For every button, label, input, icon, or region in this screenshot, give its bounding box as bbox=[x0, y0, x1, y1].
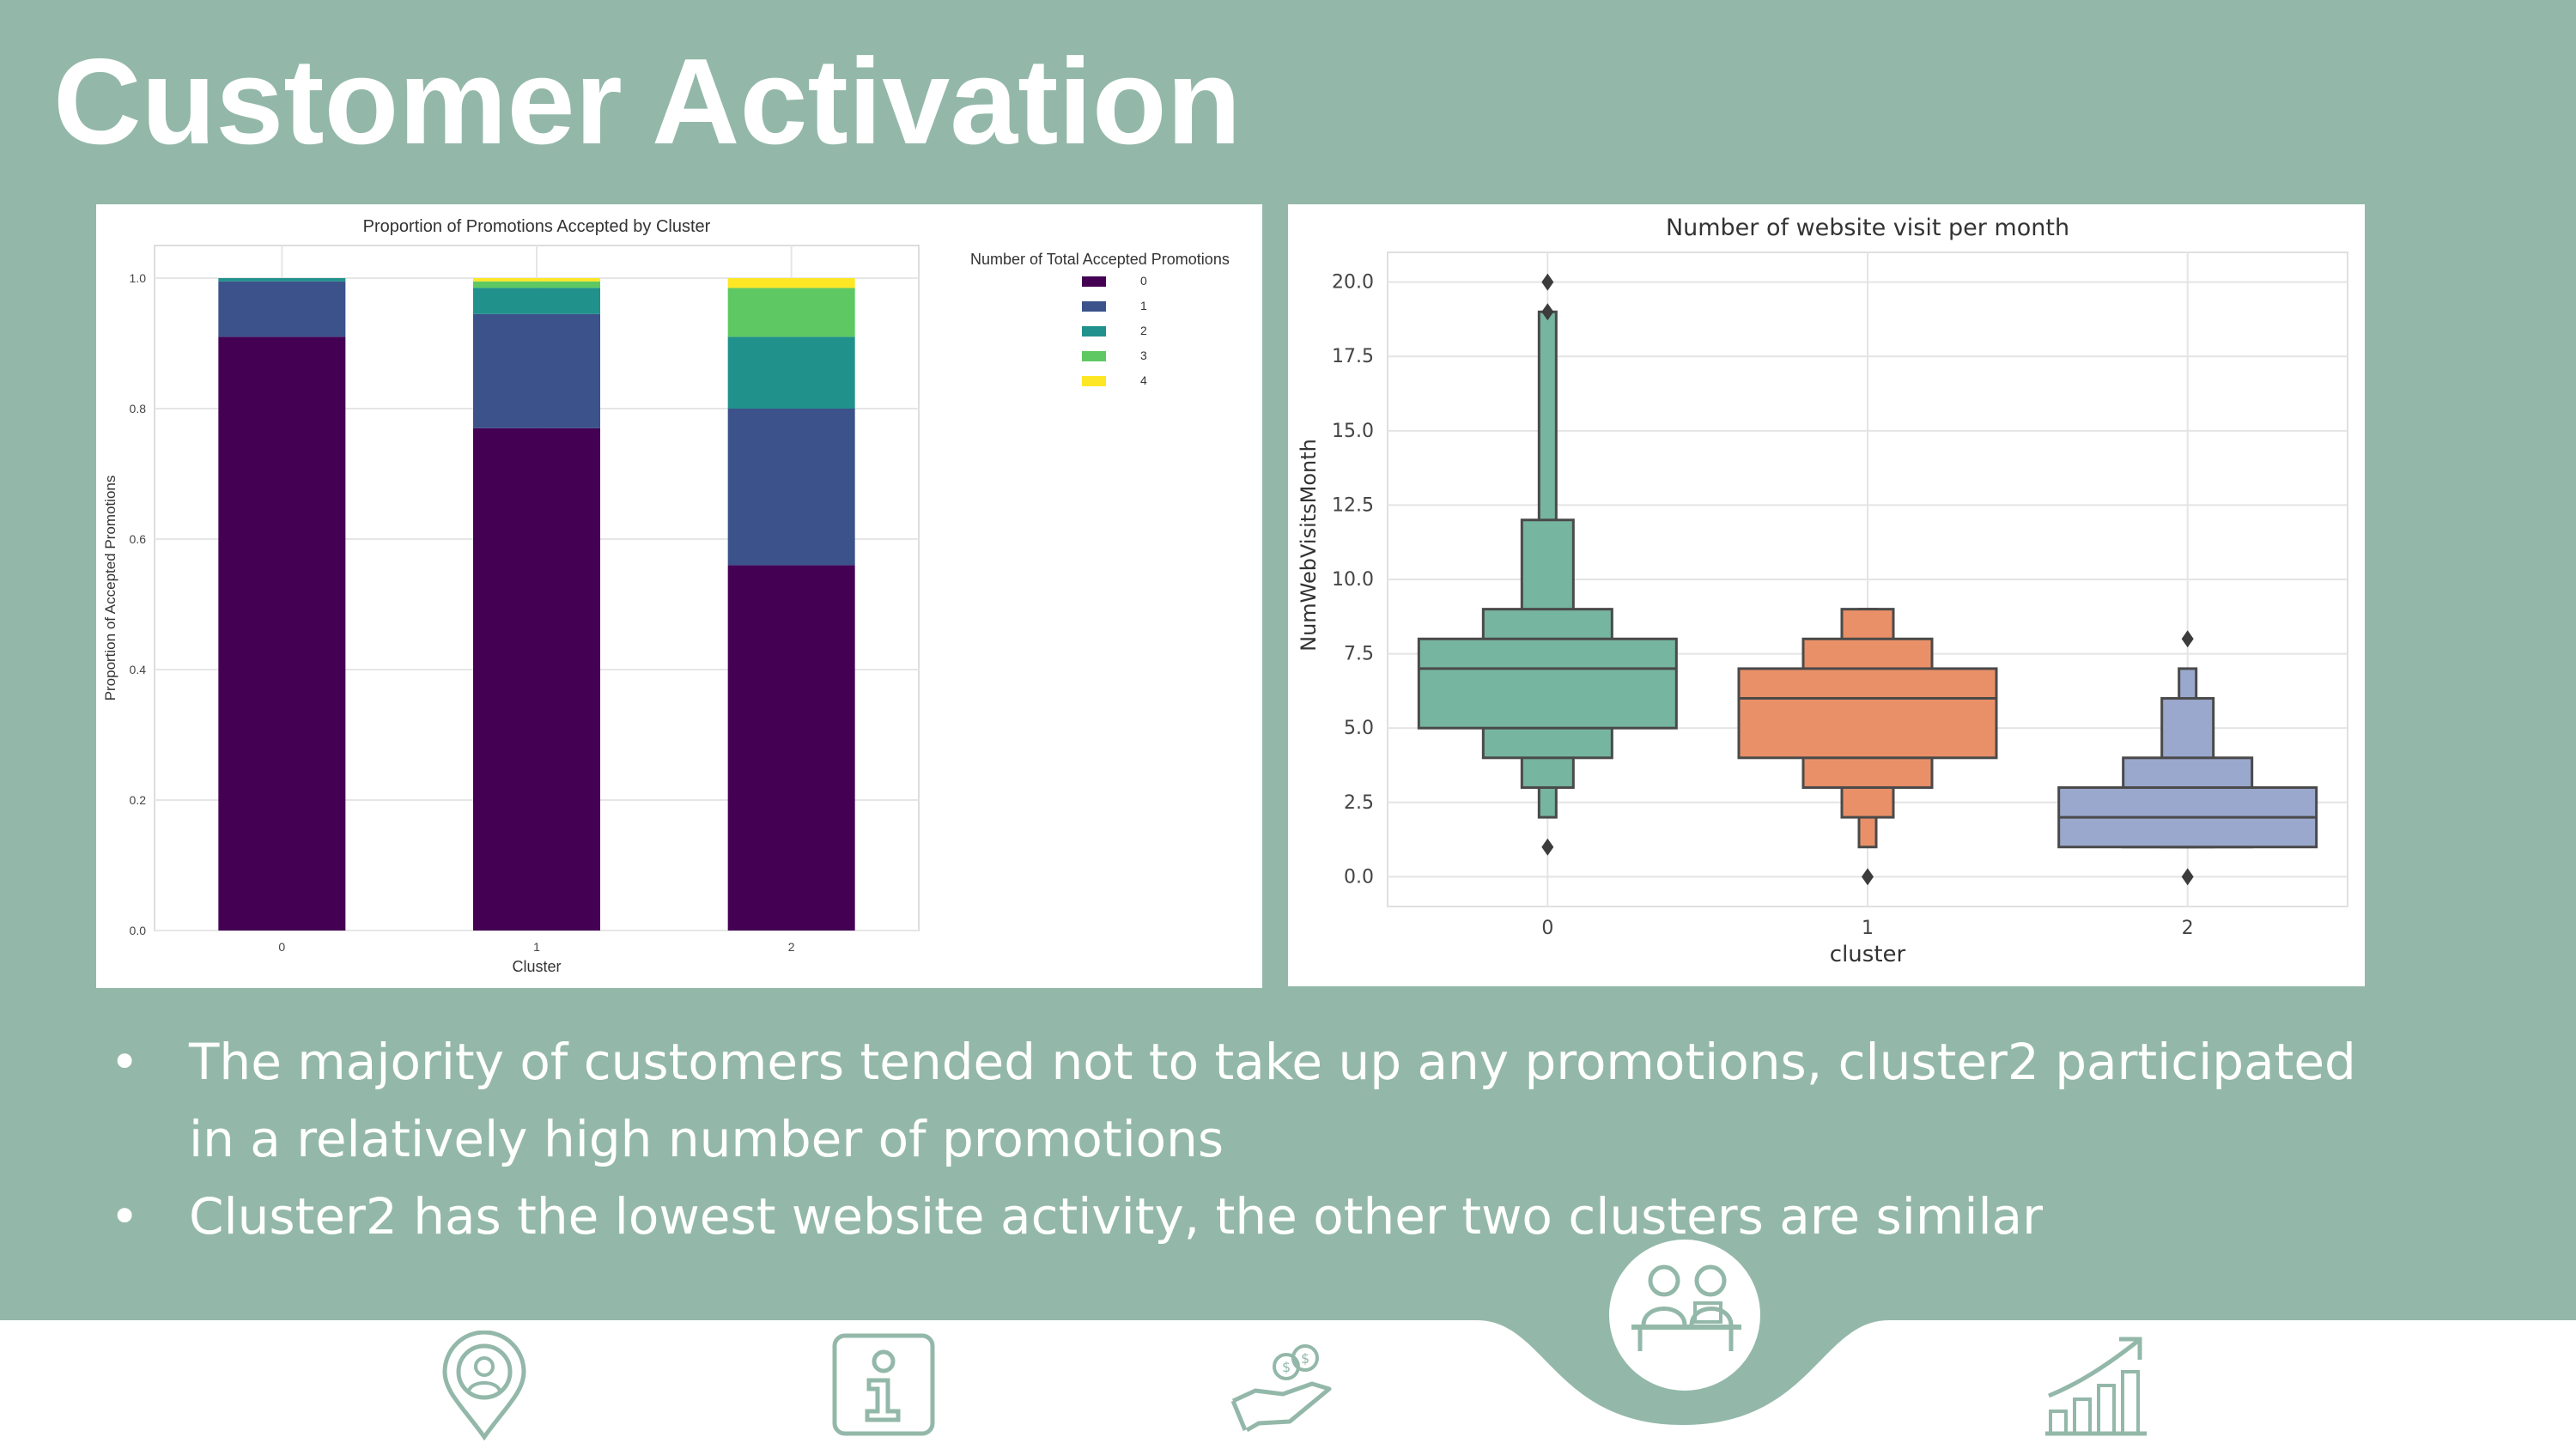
bar-segment-series-1 bbox=[473, 313, 600, 428]
outlier-point bbox=[1862, 868, 1874, 886]
y-tick-label: 15.0 bbox=[1332, 421, 1374, 442]
x-tick-label: 2 bbox=[788, 940, 795, 954]
y-tick-label: 10.0 bbox=[1332, 569, 1374, 591]
y-tick-label: 0.4 bbox=[130, 663, 147, 676]
y-tick-label: 2.5 bbox=[1344, 792, 1374, 814]
chart-title: Proportion of Promotions Accepted by Clu… bbox=[363, 217, 711, 236]
stacked-bar-chart: 0.0 0.2 0.4 0.6 0.8 1.0 0 1 2 Proportion of Promo… bbox=[102, 217, 1230, 975]
bullet-item: Cluster2 has the lowest website activity… bbox=[103, 1178, 2370, 1255]
bar-segment-series-0 bbox=[727, 565, 855, 931]
page-title: Customer Activation bbox=[53, 33, 1242, 170]
boxen-level-series-1 bbox=[1737, 667, 1998, 760]
bar-segment-series-1 bbox=[727, 409, 855, 566]
y-tick-label: 7.5 bbox=[1344, 644, 1374, 665]
x-axis-label: cluster bbox=[1830, 942, 1906, 967]
y-tick-label: 20.0 bbox=[1332, 272, 1374, 294]
bar-segment-series-0 bbox=[473, 427, 600, 931]
y-tick-label: 17.5 bbox=[1332, 346, 1374, 367]
y-axis-label: NumWebVisitsMonth bbox=[1297, 439, 1321, 652]
x-tick-label: 2 bbox=[2182, 918, 2194, 939]
boxen-plot-panel: 0.0 2.5 5.0 7.5 10.0 12.5 15.0 17.5 20.0 0 1 2 Numbe… bbox=[1288, 204, 2365, 986]
location-pin-person-icon[interactable] bbox=[440, 1331, 529, 1440]
legend-label: 3 bbox=[1140, 349, 1147, 362]
hand-coins-icon[interactable]: $ $ bbox=[1230, 1341, 1336, 1434]
bar-segment-series-2 bbox=[473, 288, 600, 314]
x-tick-label: 0 bbox=[1541, 918, 1553, 939]
team-meeting-icon[interactable] bbox=[1621, 1246, 1750, 1367]
legend-swatch bbox=[1082, 351, 1106, 361]
y-tick-label: 0.0 bbox=[1344, 866, 1374, 888]
bottom-nav-bar bbox=[0, 1320, 2576, 1449]
outlier-point bbox=[1541, 303, 1554, 321]
bar-segment-series-3 bbox=[473, 281, 600, 288]
y-tick-label: 0.2 bbox=[130, 793, 147, 807]
legend-label: 0 bbox=[1140, 274, 1147, 288]
legend-label: 1 bbox=[1140, 299, 1147, 312]
y-tick-label: 0.0 bbox=[130, 924, 147, 937]
bar-segment-series-4 bbox=[473, 278, 600, 282]
svg-text:$: $ bbox=[1282, 1359, 1291, 1375]
legend-swatch bbox=[1082, 301, 1106, 312]
y-tick-label: 5.0 bbox=[1344, 718, 1374, 739]
bar-segment-series-0 bbox=[218, 336, 346, 931]
bullet-item: The majority of customers tended not to … bbox=[103, 1023, 2370, 1178]
y-axis-label: Proportion of Accepted Promotions bbox=[102, 476, 118, 701]
y-tick-label: 0.6 bbox=[130, 532, 147, 546]
bar-segment-series-4 bbox=[727, 278, 855, 288]
outlier-point bbox=[1541, 273, 1554, 291]
y-tick-label: 12.5 bbox=[1332, 494, 1374, 516]
boxen-level-series-0 bbox=[1417, 637, 1678, 730]
outlier-point bbox=[2181, 868, 2194, 886]
y-tick-label: 1.0 bbox=[130, 271, 147, 285]
legend-swatch bbox=[1082, 276, 1106, 287]
y-tick-label: 0.8 bbox=[130, 402, 147, 415]
chart-title: Number of website visit per month bbox=[1666, 215, 2069, 241]
bar-segment-series-2 bbox=[727, 336, 855, 409]
legend-title: Number of Total Accepted Promotions bbox=[970, 251, 1230, 268]
x-axis-label: Cluster bbox=[512, 958, 561, 975]
growth-chart-icon[interactable] bbox=[2044, 1332, 2148, 1437]
x-tick-label: 1 bbox=[1862, 918, 1874, 939]
legend-swatch bbox=[1082, 326, 1106, 336]
svg-text:$: $ bbox=[1301, 1350, 1309, 1367]
legend-label: 2 bbox=[1140, 324, 1147, 337]
legend-label: 4 bbox=[1140, 373, 1147, 387]
bullet-list: The majority of customers tended not to … bbox=[103, 1023, 2370, 1255]
outlier-point bbox=[2181, 630, 2194, 648]
bar-segment-series-3 bbox=[727, 288, 855, 337]
boxen-plot: 0.0 2.5 5.0 7.5 10.0 12.5 15.0 17.5 20.0 0 1 2 Numbe… bbox=[1297, 215, 2348, 967]
outlier-point bbox=[1541, 838, 1554, 856]
x-tick-label: 1 bbox=[533, 940, 540, 954]
bar-segment-series-1 bbox=[218, 281, 346, 337]
bar-segment-series-2 bbox=[218, 278, 346, 282]
x-tick-label: 0 bbox=[278, 940, 285, 954]
legend-swatch bbox=[1082, 376, 1106, 386]
info-icon[interactable] bbox=[831, 1332, 936, 1437]
stacked-bar-chart-panel: 0.0 0.2 0.4 0.6 0.8 1.0 0 1 2 Proportion of Promo… bbox=[96, 204, 1262, 988]
